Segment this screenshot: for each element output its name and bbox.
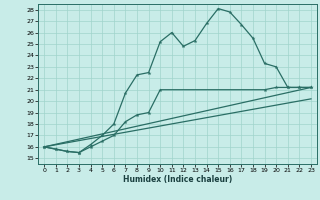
X-axis label: Humidex (Indice chaleur): Humidex (Indice chaleur) — [123, 175, 232, 184]
